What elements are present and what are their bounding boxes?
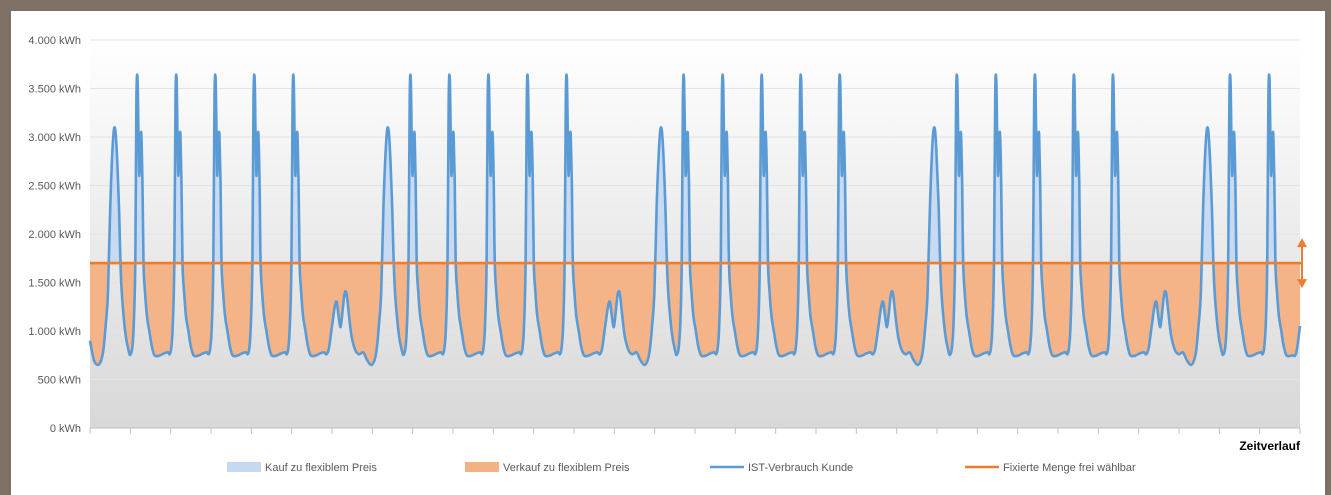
y-tick-label: 0 kWh [50,423,81,435]
line-ist-verbrauch-kunde [88,73,1302,367]
adjust-arrow-down-head [1297,279,1307,289]
area-kauf-flexibler-preis [90,74,1300,264]
y-tick-label: 500 kWh [38,375,81,387]
legend-kauf: Kauf zu flexiblem Preis [227,462,377,474]
legend-verkauf-label: Verkauf zu flexiblem Preis [503,462,630,474]
adjust-arrow-up-head [1297,238,1307,248]
legend-ist-verbrauch: IST-Verbrauch Kunde [710,462,853,474]
y-tick-label: 1.500 kWh [28,278,81,290]
y-tick-label: 2.000 kWh [28,229,81,241]
legend-verkauf-swatch [465,462,499,472]
legend-verkauf: Verkauf zu flexiblem Preis [465,462,630,474]
legend-kauf-swatch [227,462,261,472]
y-tick-label: 2.500 kWh [28,181,81,193]
y-tick-label: 1.000 kWh [28,326,81,338]
area-verkauf-flexibler-preis [90,263,1300,365]
chart-frame-right-edge [1325,0,1331,495]
legend-fixierte-menge-label: Fixierte Menge frei wählbar [1003,462,1136,474]
y-tick-label: 4.000 kWh [28,35,81,47]
y-tick-label: 3.500 kWh [28,84,81,96]
x-axis-label: Zeitverlauf [1239,439,1301,453]
y-tick-label: 3.000 kWh [28,132,81,144]
legend-ist-verbrauch-label: IST-Verbrauch Kunde [748,462,853,474]
legend-fixierte-menge: Fixierte Menge frei wählbar [965,462,1136,474]
legend-kauf-label: Kauf zu flexiblem Preis [265,462,377,474]
